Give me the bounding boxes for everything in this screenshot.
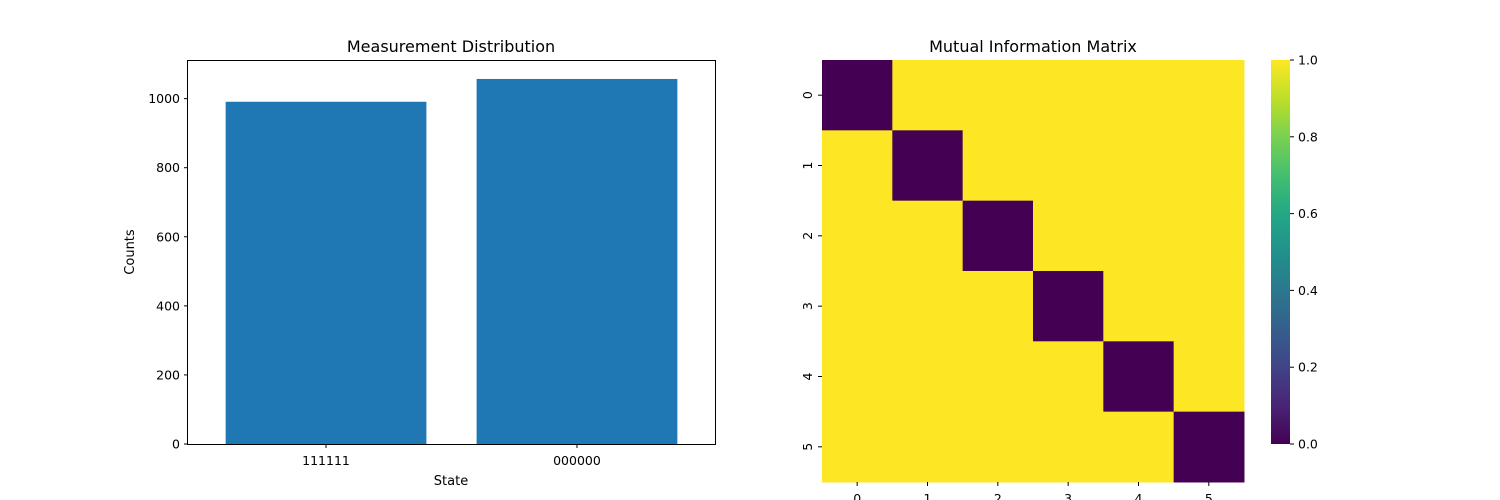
- bar-y-tick-label: 0: [172, 437, 180, 452]
- colorbar-tick-label: 0.2: [1298, 360, 1318, 375]
- heatmap-cell-2-2: [962, 200, 1034, 272]
- heatmap-cell-3-5: [1173, 270, 1245, 342]
- bar-x-axis-label: State: [434, 474, 468, 489]
- colorbar-ticks: 0.0 0.2 0.4 0.6 0.8 1.0: [1290, 53, 1318, 452]
- bar-y-ticks: 0 200 400 600 800 1000: [148, 91, 188, 452]
- heatmap-cell-3-2: [962, 270, 1034, 342]
- heatmap-cell-4-0: [822, 341, 893, 413]
- heatmap-y-tick-label: 2: [800, 232, 815, 240]
- bar-x-tick-label: 000000: [553, 453, 601, 468]
- heatmap-cell-5-2: [962, 411, 1034, 483]
- heatmap-x-tick-label: 1: [924, 491, 932, 500]
- bar-y-tick-label: 800: [156, 160, 180, 175]
- heatmap-cell-0-1: [892, 60, 964, 131]
- heatmap-cell-2-5: [1173, 200, 1245, 272]
- heatmap-cell-3-3: [1032, 270, 1104, 342]
- heatmap-cell-4-3: [1032, 341, 1104, 413]
- bar-y-axis-label: Counts: [123, 229, 138, 275]
- heatmap-cell-5-0: [822, 411, 893, 483]
- heatmap-cell-1-5: [1173, 130, 1245, 202]
- heatmap-cell-4-2: [962, 341, 1034, 413]
- heatmap-cell-4-4: [1103, 341, 1175, 413]
- heatmap-x-ticks: 0 1 2 3 4 5: [853, 481, 1213, 500]
- heatmap-y-tick-label: 0: [800, 91, 815, 99]
- heatmap-cell-0-0: [822, 60, 893, 131]
- heatmap-cell-1-0: [822, 130, 893, 202]
- heatmap-cell-1-4: [1103, 130, 1175, 202]
- heatmap-y-tick-label: 4: [800, 372, 815, 380]
- bar-x-ticks: 111111 000000: [302, 444, 601, 468]
- heatmap-x-tick-label: 2: [994, 491, 1002, 500]
- bar-y-tick-label: 400: [156, 298, 180, 313]
- heatmap-y-ticks: 0 1 2 3 4 5: [800, 91, 822, 451]
- heatmap-cell-4-5: [1173, 341, 1245, 413]
- colorbar-tick-label: 0.8: [1298, 129, 1318, 144]
- colorbar-tick-label: 0.0: [1298, 437, 1318, 452]
- heatmap-cell-2-1: [892, 200, 964, 272]
- bar-y-tick-label: 1000: [148, 91, 180, 106]
- heatmap-chart: Mutual Information Matrix 0 1 2 3 4 5 0 1 2 3 4 5: [800, 37, 1245, 500]
- heatmap-cell-2-0: [822, 200, 893, 272]
- heatmap-cell-1-2: [962, 130, 1034, 202]
- heatmap-cell-3-4: [1103, 270, 1175, 342]
- heatmap-cell-0-5: [1173, 60, 1245, 131]
- heatmap-x-tick-label: 0: [853, 491, 861, 500]
- heatmap-cell-5-3: [1032, 411, 1104, 483]
- heatmap-y-tick-label: 5: [800, 443, 815, 451]
- heatmap-cell-3-0: [822, 270, 893, 342]
- heatmap-cell-2-3: [1032, 200, 1104, 272]
- bar-chart: Measurement Distribution 0 200 400 600 800 10…: [123, 37, 716, 489]
- bar-marks: [225, 78, 678, 445]
- heatmap-cell-3-1: [892, 270, 964, 342]
- heatmap-cell-0-3: [1032, 60, 1104, 131]
- bar-y-tick-label: 600: [156, 229, 180, 244]
- colorbar-tick-label: 0.4: [1298, 283, 1318, 298]
- heatmap-title: Mutual Information Matrix: [929, 37, 1137, 56]
- heatmap-cell-5-4: [1103, 411, 1175, 483]
- colorbar-tick-label: 0.6: [1298, 206, 1318, 221]
- heatmap-cell-0-2: [962, 60, 1034, 131]
- heatmap-cell-5-1: [892, 411, 964, 483]
- heatmap-cells: [822, 60, 1245, 483]
- bar-000000: [476, 78, 678, 444]
- bar-chart-title: Measurement Distribution: [347, 37, 555, 56]
- colorbar-gradient: [1271, 60, 1290, 444]
- bar-x-tick-label: 111111: [302, 453, 350, 468]
- heatmap-cell-0-4: [1103, 60, 1175, 131]
- heatmap-cell-5-5: [1173, 411, 1245, 483]
- heatmap-x-tick-label: 3: [1064, 491, 1072, 500]
- colorbar-tick-label: 1.0: [1298, 53, 1318, 68]
- heatmap-y-tick-label: 3: [800, 302, 815, 310]
- heatmap-cell-1-3: [1032, 130, 1104, 202]
- heatmap-y-tick-label: 1: [800, 162, 815, 170]
- colorbar: 0.0 0.2 0.4 0.6 0.8 1.0: [1271, 53, 1318, 452]
- bar-y-tick-label: 200: [156, 367, 180, 382]
- heatmap-cell-2-4: [1103, 200, 1175, 272]
- heatmap-cell-1-1: [892, 130, 964, 202]
- heatmap-cell-4-1: [892, 341, 964, 413]
- heatmap-x-tick-label: 4: [1135, 491, 1143, 500]
- bar-111111: [225, 101, 427, 445]
- bar-plot-frame: [187, 60, 716, 445]
- heatmap-x-tick-label: 5: [1205, 491, 1213, 500]
